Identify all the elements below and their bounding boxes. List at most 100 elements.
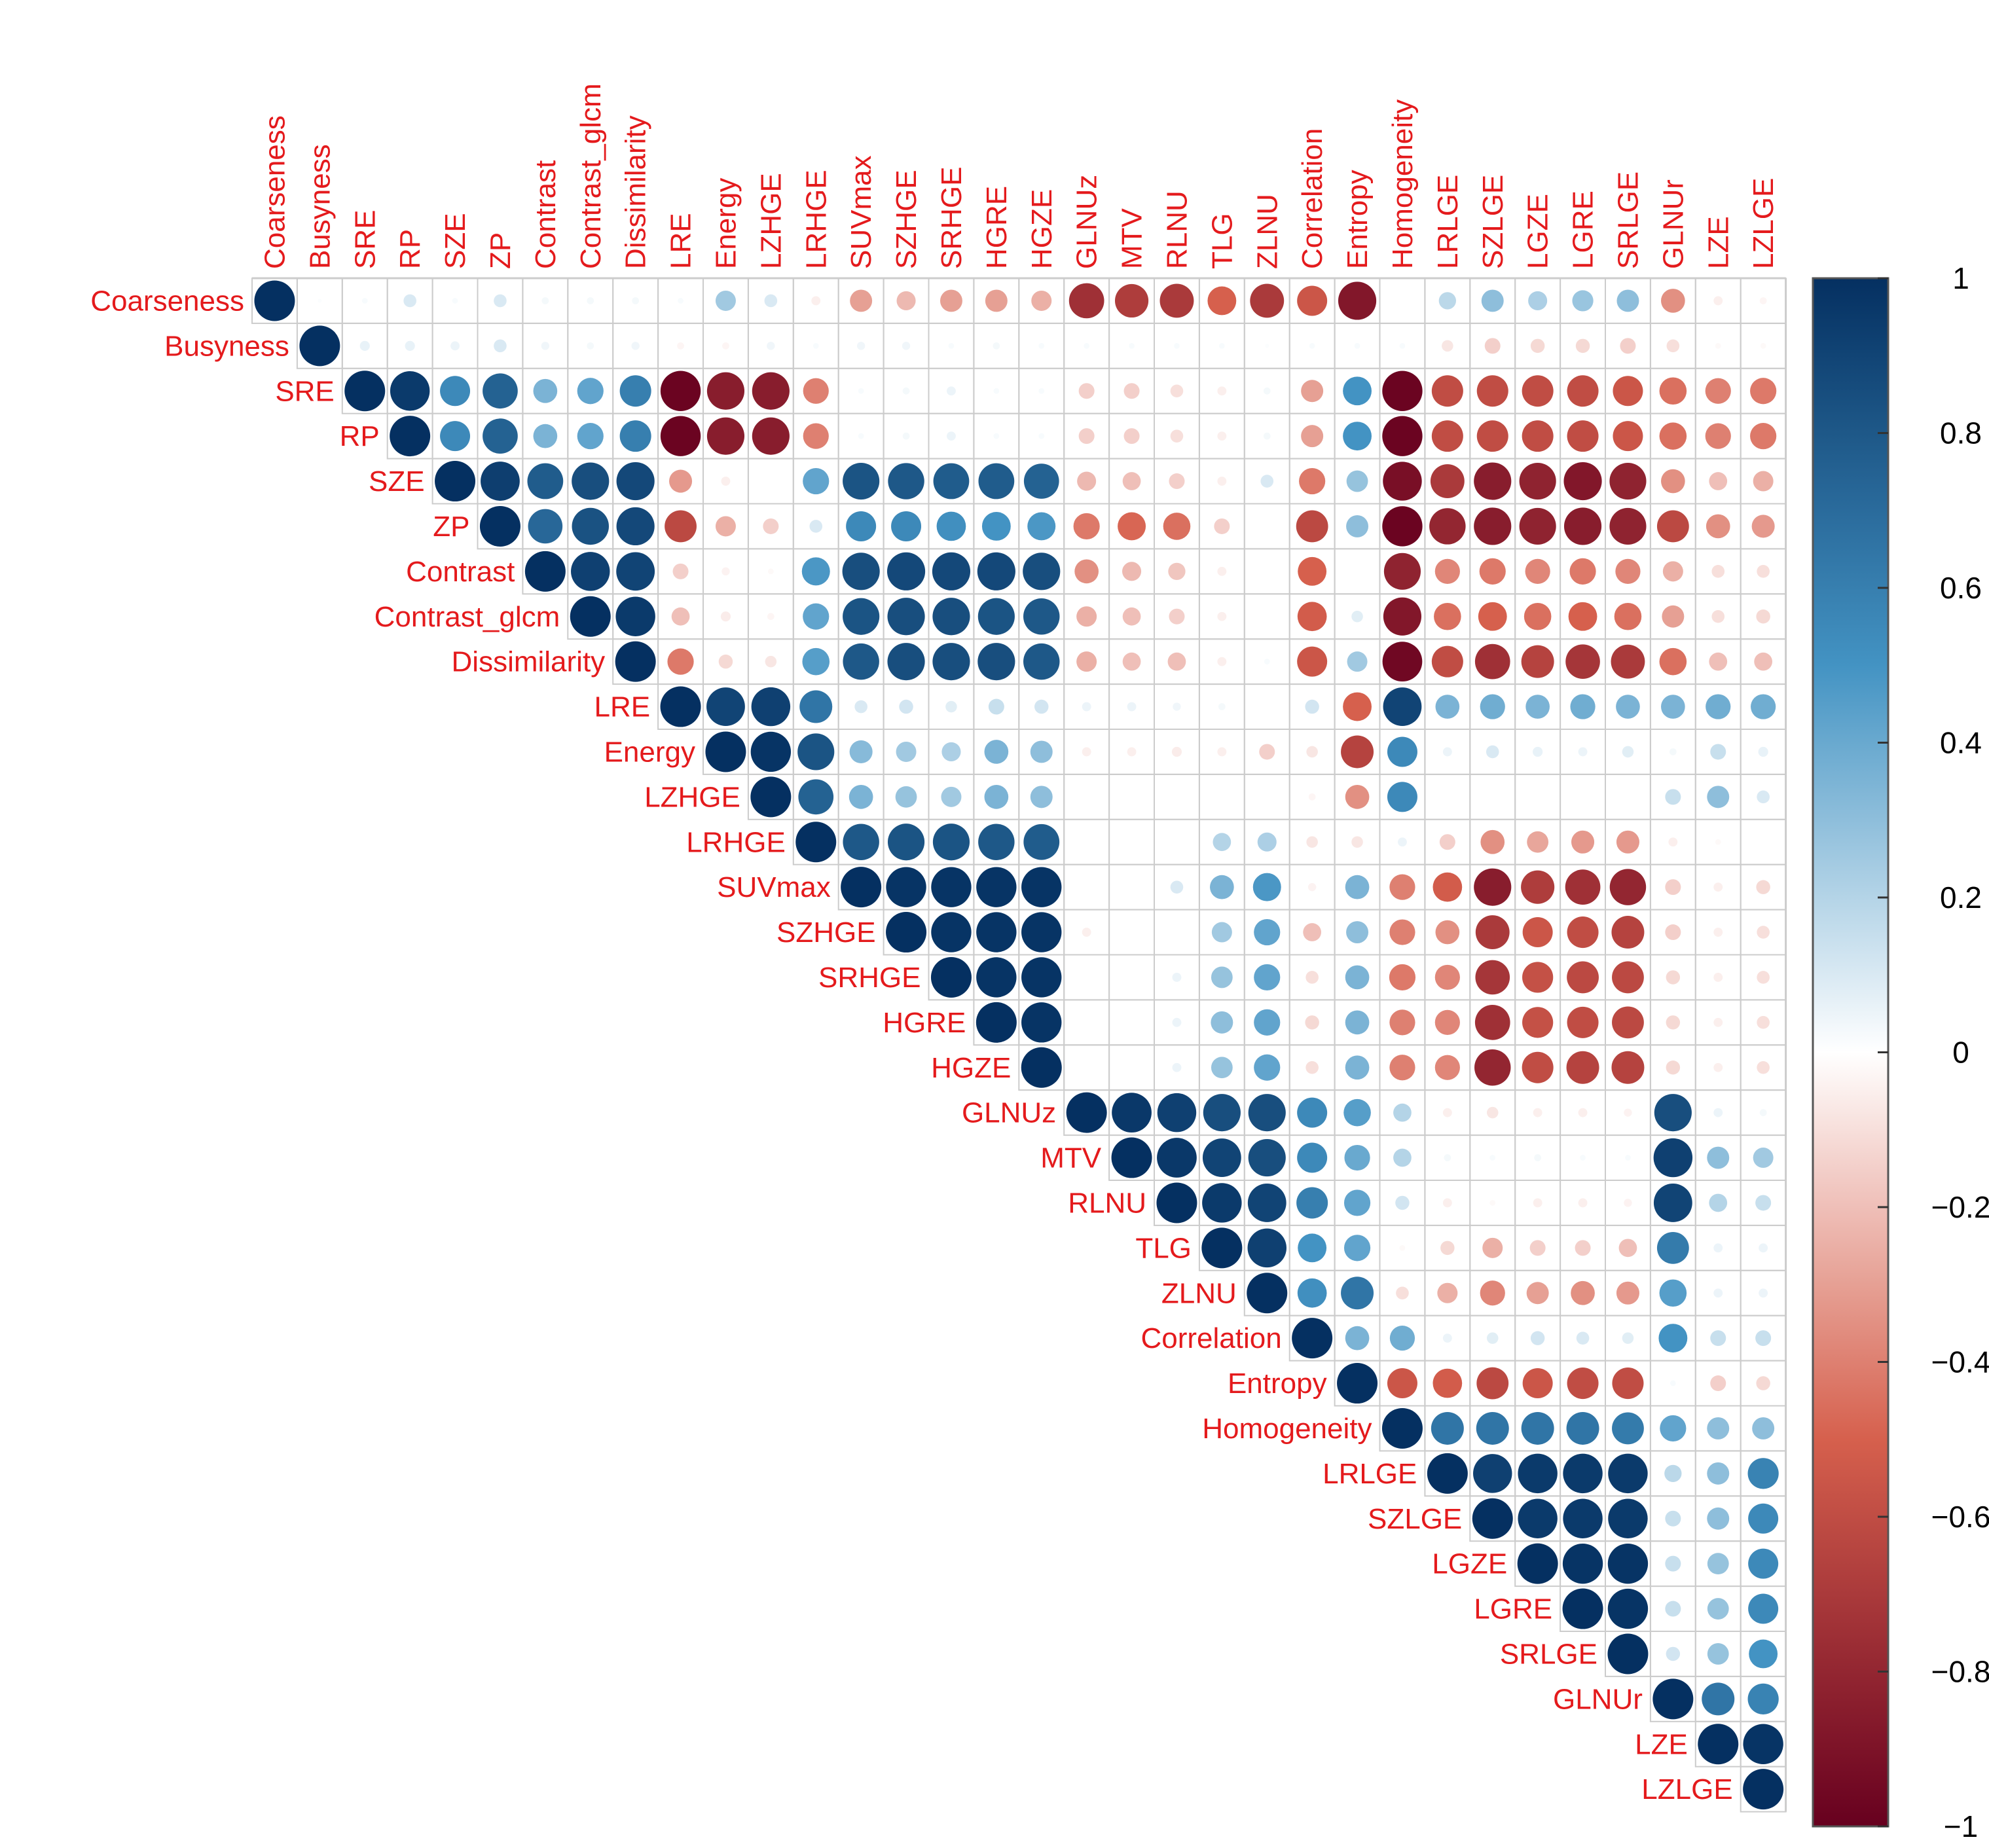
corr-circle-SUVmax-LRLGE <box>1432 872 1463 902</box>
corr-circle-ZLNU-LRLGE <box>1437 1282 1458 1303</box>
corr-circle-LRHGE-TLG <box>1213 833 1232 852</box>
corr-circle-Contrast-MTV <box>1122 562 1142 581</box>
corr-circle-LZLGE-LZLGE <box>1743 1769 1784 1810</box>
corr-circle-GLNUr-LZE <box>1702 1682 1735 1716</box>
corr-circle-Homogeneity-LRLGE <box>1431 1411 1464 1445</box>
colorbar-tick-label: −0.4 <box>1931 1345 1989 1379</box>
col-label-SRLGE: SRLGE <box>1612 172 1644 269</box>
corr-circle-HGZE-ZLNU <box>1254 1054 1281 1081</box>
corr-circle-SZE-Contrast_glcm <box>572 462 610 500</box>
corr-circle-SRE-SZHGE <box>902 387 910 395</box>
corr-circle-Contrast-LZHGE <box>767 568 774 575</box>
corr-circle-Coarseness-SZLGE <box>1481 289 1504 312</box>
corr-circle-Contrast_glcm-MTV <box>1122 607 1141 626</box>
corr-circle-SRHGE-ZLNU <box>1254 964 1281 991</box>
corr-circle-Dissimilarity-Homogeneity <box>1382 642 1423 682</box>
corr-circle-SZE-SZHGE <box>888 463 924 499</box>
corr-circle-MTV-SZLGE <box>1489 1155 1496 1161</box>
col-label-RLNU: RLNU <box>1161 190 1193 269</box>
col-label-Coarseness: Coarseness <box>259 115 291 269</box>
corr-circle-SUVmax-HGZE <box>1021 867 1062 907</box>
corr-circle-SZHGE-LGZE <box>1522 917 1553 948</box>
grid-cell <box>1198 773 1245 820</box>
corr-circle-SUVmax-LZE <box>1713 882 1723 892</box>
corr-circle-LGRE-LZE <box>1707 1598 1729 1620</box>
corr-circle-RP-SZLGE <box>1476 420 1508 452</box>
corr-circle-ZP-RLNU <box>1163 513 1191 540</box>
corr-circle-LRHGE-LGRE <box>1571 830 1595 854</box>
corr-circle-Dissimilarity-LZLGE <box>1754 652 1773 671</box>
corr-circle-SUVmax-LGRE <box>1565 869 1601 905</box>
corr-circle-ZP-LGZE <box>1519 507 1556 545</box>
corr-circle-HGZE-Correlation <box>1305 1060 1319 1074</box>
corr-circle-SRE-Correlation <box>1301 380 1324 403</box>
corr-circle-Contrast_glcm-SZLGE <box>1478 602 1507 631</box>
colorbar-tick-label: 0.8 <box>1940 416 1982 450</box>
corr-circle-Energy-LZHGE <box>750 731 792 772</box>
corr-circle-Busyness-Entropy <box>1354 342 1360 349</box>
corr-circle-RP-SZHGE <box>902 432 910 440</box>
row-label-HGRE: HGRE <box>883 1007 966 1039</box>
col-label-SRHGE: SRHGE <box>936 167 968 269</box>
corr-circle-ZP-LRLGE <box>1429 508 1466 545</box>
corr-circle-LRE-SUVmax <box>854 700 867 714</box>
corr-circle-HGZE-LGZE <box>1522 1051 1554 1083</box>
corr-circle-Energy-MTV <box>1127 747 1137 757</box>
row-label-SZE: SZE <box>369 465 425 498</box>
grid-cell <box>1154 773 1200 820</box>
corr-circle-SRE-MTV <box>1123 383 1140 399</box>
grid-cell <box>1108 999 1155 1046</box>
colorbar-tick-label: 1 <box>1952 261 1969 295</box>
grid-cell <box>1063 863 1110 911</box>
corr-circle-LRLGE-LZLGE <box>1747 1458 1779 1489</box>
corr-circle-LRE-LGZE <box>1525 695 1550 719</box>
corr-circle-HGZE-SZLGE <box>1474 1049 1511 1086</box>
corr-circle-SRLGE-GLNUr <box>1666 1646 1681 1661</box>
corr-circle-LRHGE-LZE <box>1715 839 1721 845</box>
corr-circle-LZHGE-Entropy <box>1345 785 1370 809</box>
grid-cell <box>1154 818 1200 865</box>
corr-circle-SRE-SRLGE <box>1613 376 1643 407</box>
corr-circle-GLNUz-MTV <box>1112 1093 1152 1133</box>
corr-circle-Coarseness-Coarseness <box>254 280 295 321</box>
corr-circle-Contrast-SRLGE <box>1615 558 1641 584</box>
corr-circle-Busyness-LRE <box>677 342 684 350</box>
corr-circle-Dissimilarity-LRE <box>667 648 694 675</box>
grid-cell <box>1514 773 1561 820</box>
corr-circle-SZHGE-LZE <box>1713 928 1723 937</box>
corr-circle-SZE-Correlation <box>1299 467 1326 495</box>
grid-cell <box>1243 683 1290 730</box>
grid-cell <box>1063 954 1110 1001</box>
corr-circle-Contrast-GLNUz <box>1074 559 1099 584</box>
corr-circle-GLNUz-LZE <box>1713 1108 1723 1117</box>
corr-circle-Contrast_glcm-LRHGE <box>803 603 830 630</box>
corr-circle-GLNUz-LZLGE <box>1759 1109 1767 1117</box>
corr-circle-LZHGE-Homogeneity <box>1387 782 1417 812</box>
corr-circle-SZE-Energy <box>721 477 731 486</box>
corr-circle-Contrast_glcm-GLNUr <box>1662 605 1685 628</box>
corr-circle-SRHGE-SZLGE <box>1475 960 1510 995</box>
corr-circle-Dissimilarity-Correlation <box>1297 646 1328 677</box>
corr-circle-SZHGE-Correlation <box>1303 923 1322 941</box>
corr-circle-Energy-LZLGE <box>1758 746 1768 757</box>
row-label-RLNU: RLNU <box>1068 1187 1146 1219</box>
corr-circle-LRE-HGRE <box>988 698 1004 715</box>
corr-circle-Dissimilarity-TLG <box>1217 657 1227 666</box>
corr-circle-LRHGE-HGZE <box>1023 824 1060 860</box>
corr-circle-SZHGE-SZLGE <box>1475 915 1510 949</box>
row-label-HGZE: HGZE <box>931 1052 1011 1084</box>
corr-circle-SRE-LRHGE <box>803 378 829 404</box>
corr-circle-LRLGE-LZE <box>1707 1462 1730 1485</box>
corr-circle-SRE-LZE <box>1705 378 1731 404</box>
corr-circle-Energy-Homogeneity <box>1387 736 1417 767</box>
corr-circle-HGZE-LRLGE <box>1434 1055 1460 1080</box>
corr-circle-GLNUz-Entropy <box>1343 1098 1371 1127</box>
corr-circle-SZHGE-LGRE <box>1567 916 1599 949</box>
corr-circle-Energy-LRHGE <box>797 733 835 770</box>
corr-circle-Correlation-LGZE <box>1530 1331 1545 1345</box>
corr-circle-LRE-LZLGE <box>1751 694 1776 719</box>
grid-cell <box>1063 1044 1110 1091</box>
grid-cell <box>1334 548 1381 595</box>
corr-circle-Contrast-LGZE <box>1525 558 1550 584</box>
corr-circle-SZE-SZE <box>435 461 476 502</box>
